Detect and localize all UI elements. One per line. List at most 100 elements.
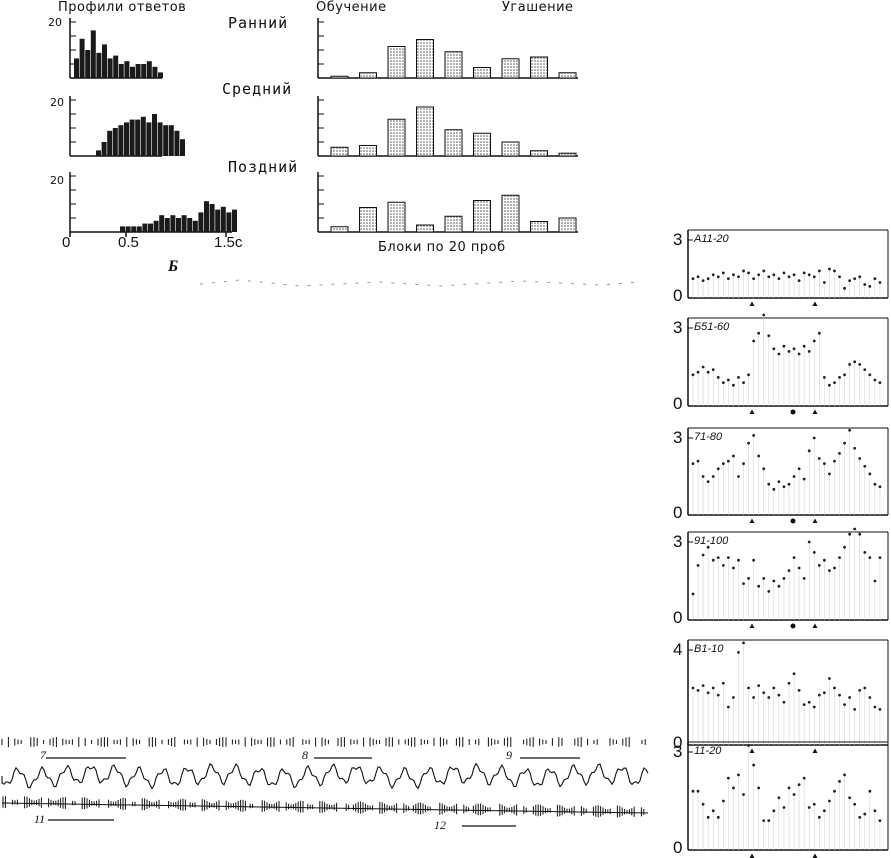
scatter-point xyxy=(822,558,826,562)
marker-triangle xyxy=(812,748,818,753)
scatter-point xyxy=(843,545,846,549)
scatter-point xyxy=(701,279,705,282)
scatter-point xyxy=(863,686,867,690)
scatter-point xyxy=(757,454,761,458)
hist-bar xyxy=(85,50,91,78)
hist-bar xyxy=(129,119,135,156)
x-tick-0: 0 xyxy=(62,234,71,251)
block-bar xyxy=(444,215,463,233)
marker-circle xyxy=(790,409,796,415)
scatter-point xyxy=(691,592,695,596)
scatter-point xyxy=(767,482,771,486)
scatter-point xyxy=(797,688,801,692)
trace-label-12: 12 xyxy=(434,818,446,832)
scatter-panel-label: 71-80 xyxy=(694,431,723,443)
scatter-point xyxy=(833,686,836,690)
scatter-point xyxy=(762,691,766,695)
scatter-point xyxy=(802,344,806,348)
scatter-point xyxy=(828,569,831,572)
hist-bar xyxy=(232,209,237,232)
scatter-point xyxy=(711,558,715,562)
scatter-point xyxy=(732,454,735,458)
scatter-point xyxy=(853,802,857,806)
scatter-point xyxy=(772,273,776,277)
block-bar xyxy=(359,207,377,233)
block-bar xyxy=(473,132,491,157)
scatter-point xyxy=(838,376,841,379)
scatter-point xyxy=(817,815,821,819)
block-bar xyxy=(530,221,548,233)
scatter-point xyxy=(838,556,841,559)
learning-title: Обучение xyxy=(316,0,387,15)
scatter-point xyxy=(782,806,786,809)
scatter-point xyxy=(767,334,771,338)
block-bar xyxy=(558,217,577,233)
scatter-point xyxy=(807,350,811,353)
scatter-point xyxy=(797,352,801,356)
hist-bar xyxy=(226,212,232,232)
scatter-point xyxy=(767,275,771,279)
block-bar xyxy=(501,194,520,233)
block-bar xyxy=(387,118,406,157)
scatter-point xyxy=(757,786,761,790)
scatter-point xyxy=(868,789,872,793)
scatter-point xyxy=(742,793,745,796)
scatter-point xyxy=(706,370,710,374)
scatter-point xyxy=(822,809,826,813)
scatter-point xyxy=(878,485,882,489)
scatter-point xyxy=(742,582,745,585)
scatter-point xyxy=(762,467,766,471)
scatter-point xyxy=(843,286,846,290)
scatter-y-top-label: 3 xyxy=(673,532,683,551)
learning-extinction-bars xyxy=(317,18,578,233)
marker-triangle xyxy=(812,409,818,414)
scatter-point xyxy=(822,462,826,466)
scatter-point xyxy=(772,686,776,690)
scatter-panel-label: B1-10 xyxy=(694,643,724,655)
scatter-point xyxy=(843,441,846,445)
scatter-point xyxy=(807,449,811,453)
hist-bar xyxy=(135,64,141,78)
scatter-point xyxy=(711,809,715,813)
scatter-point xyxy=(792,475,796,478)
scatter-point xyxy=(787,350,791,353)
scatter-point xyxy=(802,271,806,275)
scatter-y-top-label: 3 xyxy=(673,742,683,761)
hist-bar xyxy=(131,226,137,232)
hist-bar xyxy=(204,201,209,232)
scatter-point xyxy=(848,696,852,699)
scatter-point xyxy=(863,368,867,371)
scatter-point xyxy=(838,693,841,697)
scatter-point xyxy=(812,802,816,806)
hist-bar xyxy=(158,72,163,78)
scatter-y-top-label: 3 xyxy=(673,230,683,249)
hist-bar xyxy=(124,61,130,78)
hist-bar xyxy=(163,125,169,156)
scatter-point xyxy=(762,269,766,273)
hist-bar xyxy=(124,122,129,156)
scatter-point xyxy=(868,556,872,559)
hist-bar xyxy=(96,52,102,78)
scatter-point xyxy=(853,446,857,450)
scatter-point xyxy=(807,806,811,809)
scatter-point xyxy=(792,672,796,676)
scatter-panel-label: 11-20 xyxy=(694,745,722,757)
scatter-point xyxy=(726,378,730,382)
hist-bar xyxy=(136,226,142,232)
scatter-point xyxy=(767,590,771,593)
scatter-point xyxy=(737,475,740,478)
scatter-point xyxy=(691,462,695,466)
hist-bar xyxy=(215,209,221,232)
scatter-point xyxy=(772,809,776,813)
scatter-point xyxy=(757,684,761,688)
scatter-y-bottom-label: 0 xyxy=(673,838,683,857)
scatter-point xyxy=(691,789,695,793)
scatter-point xyxy=(787,275,791,279)
scatter-point xyxy=(701,365,705,369)
hist-bar xyxy=(148,223,153,232)
scatter-point xyxy=(848,532,852,536)
marker-triangle xyxy=(749,301,755,306)
scatter-point xyxy=(757,584,761,588)
hist-bar xyxy=(107,130,113,156)
hist-bar xyxy=(220,206,226,232)
